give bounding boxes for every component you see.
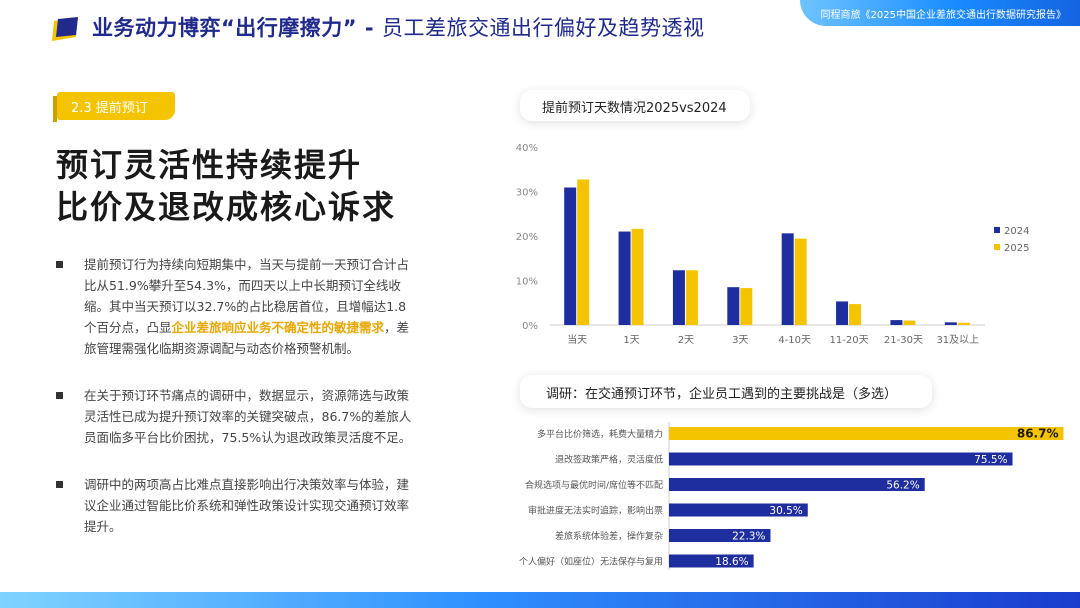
header-title-sub: 员工差旅交通出行偏好及趋势透视 [381, 16, 705, 40]
bullet-text: 提前预订行为持续向短期集中，当天与提前一天预订合计占比从51.9%攀升至54.3… [84, 257, 410, 356]
bullet-square-icon [56, 481, 63, 488]
headline-line-2: 比价及退改成核心诉求 [56, 188, 397, 226]
category-label: 退改签政策严格，灵活度低 [555, 454, 663, 466]
booking-days-bar-chart: 0% 10% 20% 30% 40% 当天 1天 2天 3天 4-10天 11-20天 21-30天 3… [516, 143, 1030, 346]
y-tick-label: 10% [516, 277, 538, 288]
y-tick-label: 0% [522, 321, 538, 332]
x-tick-label: 4-10天 [778, 335, 811, 346]
chart1-title: 提前预订天数情况2025vs2024 [542, 101, 727, 116]
chart1-title-pill: 提前预订天数情况2025vs2024 [520, 90, 750, 121]
bullet-text: 调研中的两项高占比难点直接影响出行决策效率与体验，建议企业通过智能比价系统和弹性… [84, 477, 410, 534]
report-ribbon: 同程商旅《2025中国企业差旅交通出行数据研究报告》 [800, 0, 1080, 26]
category-label: 多平台比价筛选，耗费大量精力 [537, 428, 663, 440]
bullet-square-icon [56, 261, 63, 268]
value-label: 56.2% [886, 480, 919, 492]
category-label: 差旅系统体验差，操作复杂 [555, 530, 663, 542]
bar-2025 [794, 238, 807, 325]
bar-2024 [727, 287, 740, 325]
report-source: 同程商旅《2025中国企业差旅交通出行数据研究报告》 [820, 10, 1066, 21]
bullet-item: 提前预订行为持续向短期集中，当天与提前一天预订合计占比从51.9%攀升至54.3… [56, 254, 412, 374]
section-tag-label: 2.3 提前预订 [71, 101, 148, 116]
bar-2025 [849, 304, 862, 325]
legend-swatch [994, 244, 1000, 250]
bar-2024 [618, 231, 631, 325]
value-label: 22.3% [732, 531, 765, 543]
bar-2025 [685, 270, 698, 325]
bar [669, 529, 771, 542]
document-logo-icon [52, 17, 78, 41]
x-tick-label: 当天 [567, 333, 587, 346]
bar [669, 478, 925, 491]
legend-label: 2024 [1004, 226, 1029, 237]
y-tick-label: 30% [516, 188, 538, 199]
bullet-highlight: 企业差旅响应业务不确定性的敏捷需求 [171, 320, 385, 335]
legend-swatch [994, 227, 1000, 233]
bar [669, 452, 1013, 466]
value-label: 75.5% [974, 454, 1007, 466]
y-tick-label: 40% [516, 143, 538, 154]
bar-2024 [564, 187, 577, 325]
x-tick-label: 31及以上 [936, 334, 979, 346]
legend-label: 2025 [1004, 243, 1029, 254]
bottom-gradient-band [0, 592, 1080, 608]
booking-challenges-bar-chart: 多平台比价筛选，耗费大量精力 86.7% 退改签政策严格，灵活度低 75.5% 合规选项… [519, 422, 1064, 570]
bullet-item: 调研中的两项高占比难点直接影响出行决策效率与体验，建议企业通过智能比价系统和弹性… [56, 474, 412, 538]
category-label: 个人偏好（如座位）无法保存与复用 [519, 556, 663, 568]
bar-2024 [781, 233, 794, 325]
x-tick-label: 1天 [623, 335, 639, 346]
value-label: 86.7% [1017, 427, 1059, 441]
x-tick-label: 11-20天 [830, 335, 869, 346]
highlight-bar [669, 427, 1064, 440]
bar-2024 [672, 270, 685, 325]
bullet-item: 在关于预订环节痛点的调研中，数据显示，资源筛选与政策灵活性已成为提升预订效率的关… [56, 385, 412, 465]
bar-2025 [903, 320, 916, 325]
category-label: 合规选项与最优时间/席位等不匹配 [525, 479, 663, 491]
chart2-title: 调研：在交通预订环节，企业员工遇到的主要挑战是（多选） [546, 387, 898, 402]
bullet-square-icon [56, 392, 63, 399]
bar-2025 [957, 322, 970, 325]
bar-2025 [631, 228, 644, 325]
value-label: 30.5% [769, 505, 802, 517]
category-label: 审批进度无法实时追踪，影响出票 [528, 505, 663, 517]
section-tag: 2.3 提前预订 [53, 92, 175, 122]
bar [669, 554, 754, 568]
bar-2024 [836, 301, 849, 325]
bar [669, 503, 808, 517]
x-tick-label: 21-30天 [884, 335, 923, 346]
header-title-bold: 业务动力博弈“出行摩擦力” [92, 16, 358, 40]
bullet-text: 在关于预订环节痛点的调研中，数据显示，资源筛选与政策灵活性已成为提升预订效率的关… [84, 388, 412, 445]
value-label: 18.6% [715, 556, 748, 568]
page-header-title: 业务动力博弈“出行摩擦力” - 员工差旅交通出行偏好及趋势透视 [92, 12, 704, 42]
x-tick-label: 3天 [732, 335, 748, 346]
bar-2024 [890, 320, 903, 325]
headline-line-1: 预订灵活性持续提升 [56, 146, 363, 184]
bar-2025 [740, 288, 753, 325]
bar-2024 [944, 322, 957, 325]
x-tick-label: 2天 [678, 335, 694, 346]
bar-2025 [577, 179, 590, 325]
chart2-title-pill: 调研：在交通预订环节，企业员工遇到的主要挑战是（多选） [520, 375, 932, 408]
y-tick-label: 20% [516, 232, 538, 243]
header-title-separator: - [357, 16, 382, 40]
